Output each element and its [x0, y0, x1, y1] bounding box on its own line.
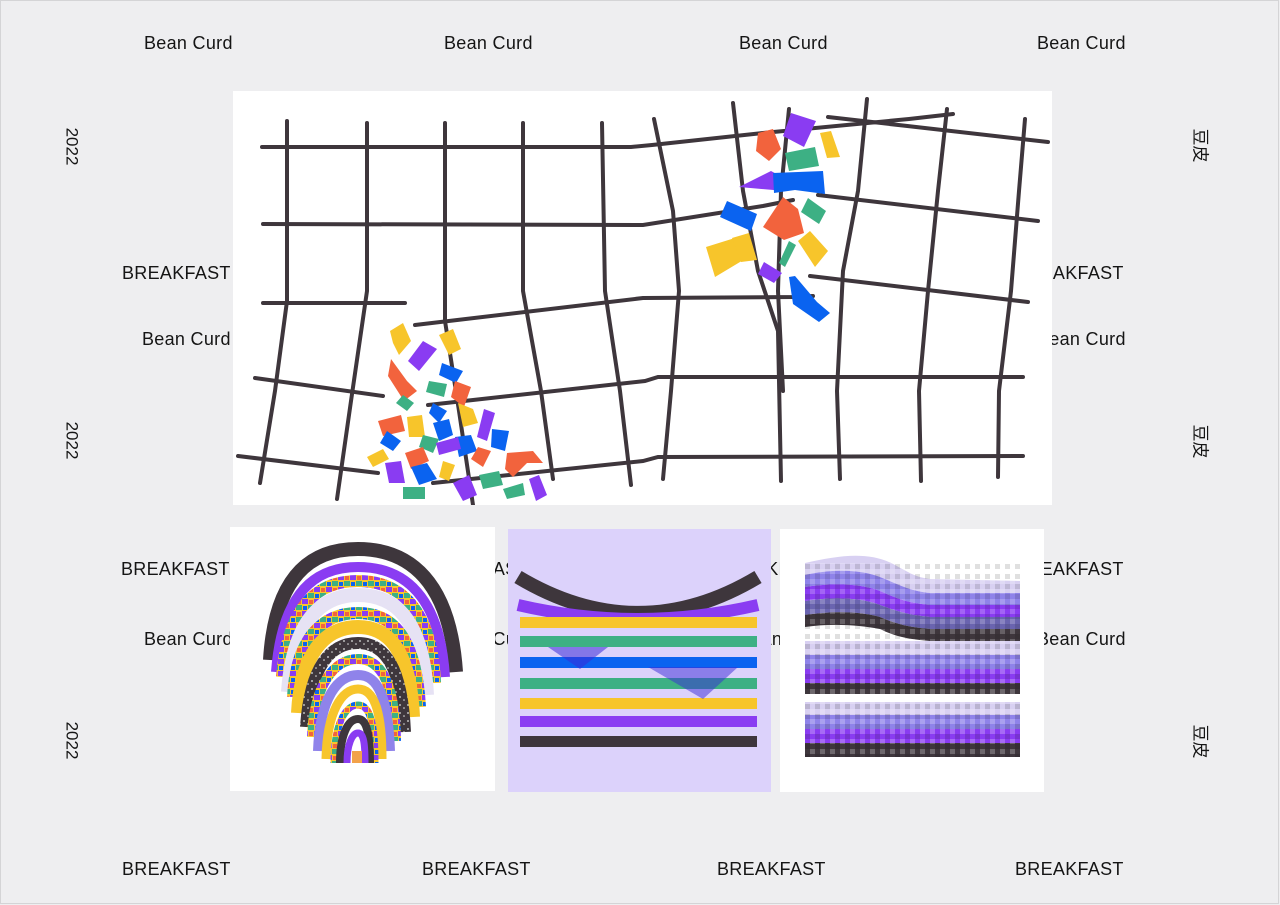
bean-curd-label: Bean Curd [444, 33, 533, 53]
stacked-bands [805, 641, 1020, 757]
chinese-label: 豆皮 [1190, 724, 1210, 759]
bean-curd-label: Bean Curd [142, 329, 231, 349]
horizontal-stripes [520, 617, 757, 747]
arch-bands [263, 541, 463, 764]
bean-curd-label: Bean Curd [1037, 329, 1126, 349]
chinese-label: 豆皮 [1190, 128, 1210, 163]
bean-curd-label: Bean Curd [1037, 33, 1126, 53]
triangle-left [548, 647, 608, 669]
year-label: 2022 [62, 127, 82, 166]
wave-band [805, 555, 1020, 641]
stripes-artwork [514, 570, 762, 747]
glitch-bands-artwork [805, 555, 1020, 757]
breakfast-label: BREAKFAST [122, 263, 231, 283]
bean-curd-label: Bean Curd [739, 33, 828, 53]
bean-curd-label: Bean Curd [144, 629, 233, 649]
breakfast-label: BREAKFAST [422, 859, 531, 879]
breakfast-label: BREAKFAST [1015, 859, 1124, 879]
grid-confetti-artwork [236, 97, 1050, 505]
rainbow-arch-artwork [263, 541, 463, 764]
grid-lines [236, 97, 1050, 505]
confetti-cluster-left [367, 323, 547, 501]
year-label: 2022 [62, 421, 82, 460]
year-label: 2022 [62, 721, 82, 760]
bean-curd-label: Bean Curd [1037, 629, 1126, 649]
grid-confetti-panel [233, 91, 1052, 505]
arch-center [352, 751, 362, 763]
breakfast-label: BREAKFAST [122, 859, 231, 879]
stripes-panel [508, 529, 771, 792]
bean-curd-label: Bean Curd [144, 33, 233, 53]
chinese-label: 豆皮 [1190, 424, 1210, 459]
breakfast-label: BREAKFAST [717, 859, 826, 879]
glitch-bands-panel [780, 529, 1044, 792]
breakfast-label: BREAKFAST [121, 559, 230, 579]
dark-curve [514, 570, 762, 620]
confetti-cluster-right [706, 113, 840, 322]
triangle-right [648, 667, 738, 699]
rainbow-arch-panel [230, 527, 495, 791]
